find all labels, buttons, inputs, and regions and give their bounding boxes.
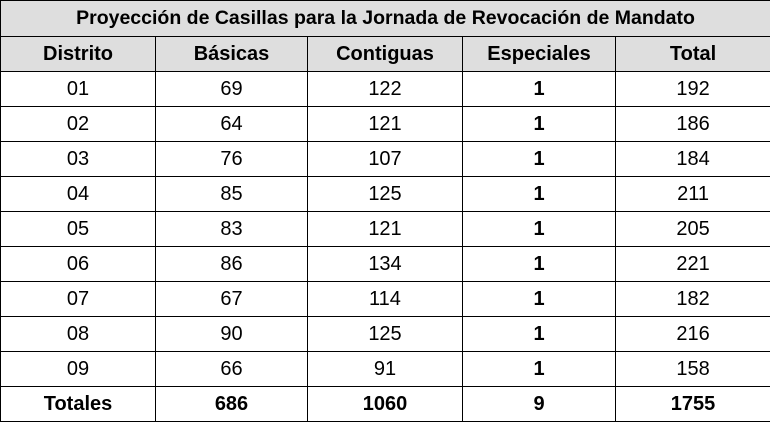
header-total: Total bbox=[614, 36, 770, 72]
especiales-cell: 1 bbox=[462, 106, 616, 142]
contiguas-cell: 91 bbox=[307, 351, 463, 387]
distrito-cell: 06 bbox=[0, 246, 156, 282]
contiguas-cell: 121 bbox=[307, 211, 463, 247]
contiguas-cell: 125 bbox=[307, 316, 463, 352]
basicas-cell: 69 bbox=[155, 71, 308, 107]
distrito-cell: 01 bbox=[0, 71, 156, 107]
table-row: 05 83 121 1 205 bbox=[0, 211, 770, 247]
totals-contiguas: 1060 bbox=[307, 386, 463, 422]
distrito-cell: 03 bbox=[0, 141, 156, 177]
especiales-cell: 1 bbox=[462, 316, 616, 352]
especiales-cell: 1 bbox=[462, 351, 616, 387]
table-row: 04 85 125 1 211 bbox=[0, 176, 770, 212]
contiguas-cell: 114 bbox=[307, 281, 463, 317]
especiales-cell: 1 bbox=[462, 71, 616, 107]
table-row: 09 66 91 1 158 bbox=[0, 351, 770, 387]
basicas-cell: 67 bbox=[155, 281, 308, 317]
header-distrito: Distrito bbox=[0, 36, 156, 72]
table-title: Proyección de Casillas para la Jornada d… bbox=[0, 0, 770, 37]
contiguas-cell: 122 bbox=[307, 71, 463, 107]
especiales-cell: 1 bbox=[462, 211, 616, 247]
distrito-cell: 07 bbox=[0, 281, 156, 317]
distrito-cell: 08 bbox=[0, 316, 156, 352]
total-cell: 158 bbox=[614, 351, 770, 387]
table-row: 08 90 125 1 216 bbox=[0, 316, 770, 352]
especiales-cell: 1 bbox=[462, 246, 616, 282]
table-row: 03 76 107 1 184 bbox=[0, 141, 770, 177]
basicas-cell: 90 bbox=[155, 316, 308, 352]
basicas-cell: 64 bbox=[155, 106, 308, 142]
table-row: 06 86 134 1 221 bbox=[0, 246, 770, 282]
header-contiguas: Contiguas bbox=[307, 36, 463, 72]
total-cell: 186 bbox=[614, 106, 770, 142]
especiales-cell: 1 bbox=[462, 281, 616, 317]
total-cell: 216 bbox=[614, 316, 770, 352]
header-row: Distrito Básicas Contiguas Especiales To… bbox=[0, 36, 770, 72]
totals-label: Totales bbox=[0, 386, 156, 422]
totals-row: Totales 686 1060 9 1755 bbox=[0, 386, 770, 422]
totals-total: 1755 bbox=[614, 386, 770, 422]
table-row: 02 64 121 1 186 bbox=[0, 106, 770, 142]
totals-basicas: 686 bbox=[155, 386, 308, 422]
table-row: 01 69 122 1 192 bbox=[0, 71, 770, 107]
contiguas-cell: 125 bbox=[307, 176, 463, 212]
basicas-cell: 86 bbox=[155, 246, 308, 282]
basicas-cell: 85 bbox=[155, 176, 308, 212]
header-basicas: Básicas bbox=[155, 36, 308, 72]
distrito-cell: 09 bbox=[0, 351, 156, 387]
total-cell: 192 bbox=[614, 71, 770, 107]
header-especiales: Especiales bbox=[462, 36, 616, 72]
total-cell: 205 bbox=[614, 211, 770, 247]
contiguas-cell: 121 bbox=[307, 106, 463, 142]
total-cell: 211 bbox=[614, 176, 770, 212]
table-row: 07 67 114 1 182 bbox=[0, 281, 770, 317]
distrito-cell: 05 bbox=[0, 211, 156, 247]
especiales-cell: 1 bbox=[462, 141, 616, 177]
total-cell: 182 bbox=[614, 281, 770, 317]
especiales-cell: 1 bbox=[462, 176, 616, 212]
contiguas-cell: 107 bbox=[307, 141, 463, 177]
total-cell: 221 bbox=[614, 246, 770, 282]
distrito-cell: 04 bbox=[0, 176, 156, 212]
basicas-cell: 83 bbox=[155, 211, 308, 247]
total-cell: 184 bbox=[614, 141, 770, 177]
contiguas-cell: 134 bbox=[307, 246, 463, 282]
basicas-cell: 76 bbox=[155, 141, 308, 177]
distrito-cell: 02 bbox=[0, 106, 156, 142]
totals-especiales: 9 bbox=[462, 386, 616, 422]
basicas-cell: 66 bbox=[155, 351, 308, 387]
